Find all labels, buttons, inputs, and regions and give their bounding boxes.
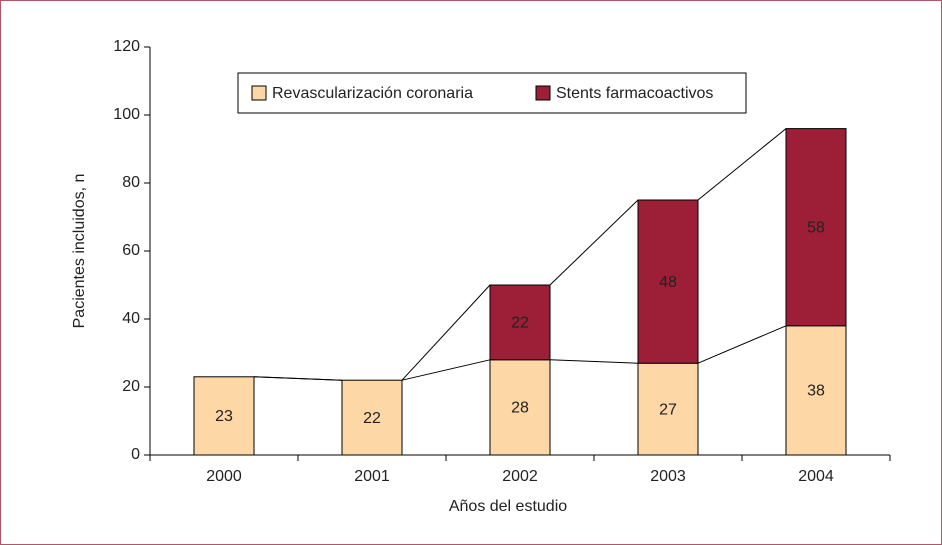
x-tick-label: 2002 <box>502 468 538 485</box>
data-label: 23 <box>215 408 233 425</box>
legend-swatch <box>251 85 267 101</box>
data-label: 22 <box>511 315 529 332</box>
series-line <box>401 284 491 381</box>
y-tick-label: 40 <box>122 310 140 327</box>
bar-segment <box>341 379 403 456</box>
data-label: 22 <box>363 410 381 427</box>
series-line <box>697 128 787 201</box>
data-label: 38 <box>807 383 825 400</box>
bar-segment <box>489 284 551 361</box>
bar-segment <box>193 376 255 456</box>
y-tick-label: 20 <box>122 378 140 395</box>
y-tick-label: 60 <box>122 242 140 259</box>
x-tick-label: 2004 <box>798 468 834 485</box>
bar-segment <box>637 199 699 364</box>
series-line <box>401 359 491 381</box>
y-tick-label: 100 <box>113 106 140 123</box>
bar-segment <box>785 325 847 456</box>
series-line <box>253 376 343 381</box>
y-tick-label: 0 <box>131 446 140 463</box>
bar-segment <box>785 128 847 327</box>
x-tick-label: 2003 <box>650 468 686 485</box>
y-tick-label: 120 <box>113 38 140 55</box>
bar-segment <box>489 359 551 456</box>
series-line <box>549 199 639 286</box>
data-label: 48 <box>659 274 677 291</box>
x-tick-label: 2000 <box>206 468 242 485</box>
legend-label: Stents farmacoactivos <box>556 85 713 102</box>
bar-segment <box>637 362 699 456</box>
x-axis-label: Años del estudio <box>449 498 567 515</box>
series-line <box>697 325 787 364</box>
data-label: 58 <box>807 219 825 236</box>
data-label: 28 <box>511 400 529 417</box>
x-tick-label: 2001 <box>354 468 390 485</box>
legend-box <box>237 72 747 114</box>
series-line <box>549 359 639 364</box>
data-label: 27 <box>659 401 677 418</box>
legend-label: Revascularización coronaria <box>272 85 473 102</box>
legend-swatch <box>535 85 551 101</box>
y-axis-label: Pacientes incluidos, n <box>71 174 88 329</box>
y-tick-label: 80 <box>122 174 140 191</box>
